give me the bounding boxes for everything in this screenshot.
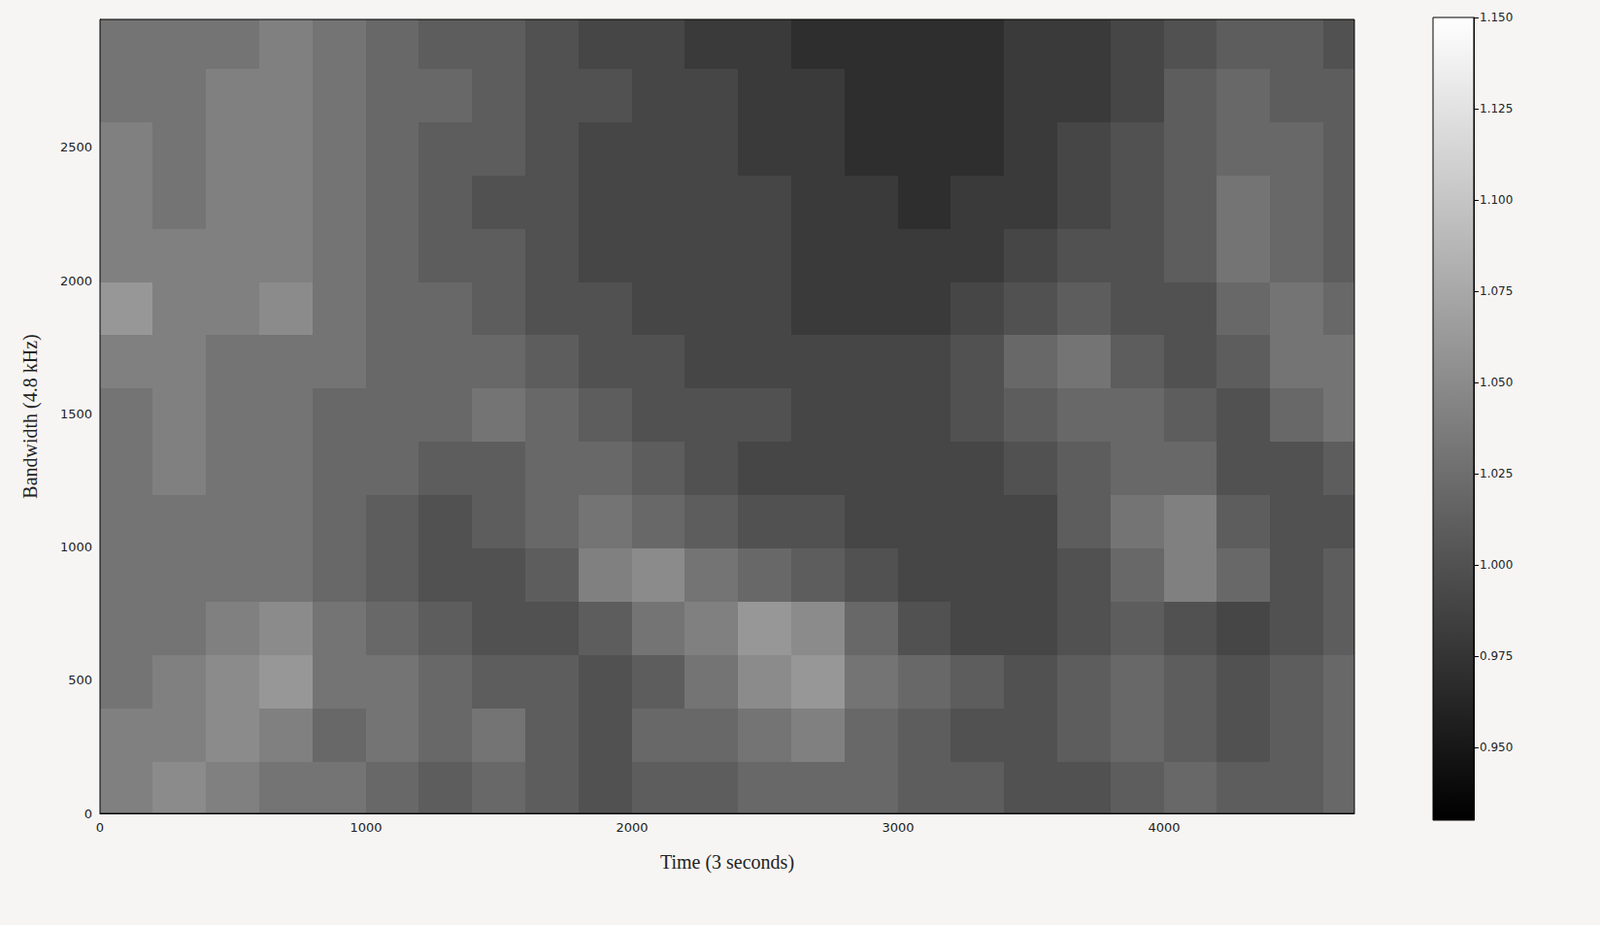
svg-text:0: 0 [84,806,93,822]
svg-text:0.950: 0.950 [1479,740,1513,755]
svg-text:1.025: 1.025 [1479,466,1513,481]
svg-text:1.075: 1.075 [1479,284,1513,299]
svg-text:2000: 2000 [60,273,93,289]
svg-text:1000: 1000 [60,539,93,555]
svg-text:1.100: 1.100 [1479,193,1513,207]
svg-text:2000: 2000 [615,820,648,835]
svg-text:1000: 1000 [349,820,382,835]
svg-text:1.125: 1.125 [1479,101,1513,116]
svg-text:1.150: 1.150 [1479,10,1513,25]
svg-text:1.000: 1.000 [1479,558,1513,572]
svg-text:1.050: 1.050 [1479,375,1513,390]
svg-text:0.975: 0.975 [1479,649,1513,664]
svg-text:500: 500 [67,672,93,688]
svg-text:2500: 2500 [60,139,93,155]
svg-text:0: 0 [96,820,104,835]
svg-text:3000: 3000 [882,820,915,835]
svg-text:1500: 1500 [60,406,93,422]
svg-text:4000: 4000 [1148,820,1181,835]
svg-text:Bandwidth (4.8 kHz): Bandwidth (4.8 kHz) [19,333,42,499]
svg-text:Time (3 seconds): Time (3 seconds) [660,851,795,874]
